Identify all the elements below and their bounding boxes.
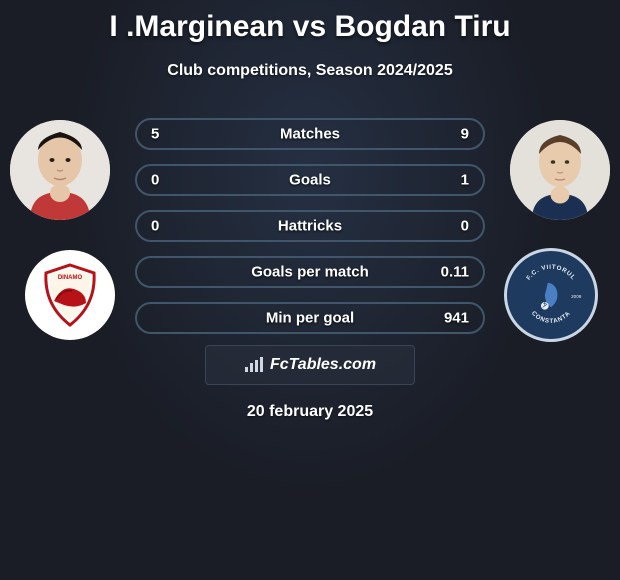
chart-icon: [244, 357, 264, 373]
player-right-avatar: [510, 120, 610, 220]
stat-right-value: 9: [461, 126, 469, 143]
watermark-text: FcTables.com: [270, 356, 376, 374]
player-right-team-badge: F.C. VIITORUL CONSTANTA 2009: [504, 248, 598, 342]
svg-text:DINAMO: DINAMO: [58, 275, 83, 281]
player-left-avatar: [10, 120, 110, 220]
stat-label: Matches: [137, 126, 483, 143]
watermark: FcTables.com: [205, 345, 415, 385]
stat-right-value: 941: [444, 310, 469, 327]
stat-row-hattricks: 0 Hattricks 0: [135, 210, 485, 242]
stat-right-value: 0: [461, 218, 469, 235]
stat-right-value: 1: [461, 172, 469, 189]
svg-text:2009: 2009: [571, 294, 582, 299]
player-left-team-badge: DINAMO: [25, 250, 115, 340]
stat-label: Hattricks: [137, 218, 483, 235]
stat-right-value: 0.11: [441, 264, 469, 281]
stat-row-min-per-goal: Min per goal 941: [135, 302, 485, 334]
stat-row-goals: 0 Goals 1: [135, 164, 485, 196]
comparison-date: 20 february 2025: [0, 403, 620, 421]
stat-row-matches: 5 Matches 9: [135, 118, 485, 150]
subtitle: Club competitions, Season 2024/2025: [0, 62, 620, 80]
stat-label: Goals: [137, 172, 483, 189]
stat-label: Min per goal: [137, 310, 483, 327]
comparison-card: I .Marginean vs Bogdan Tiru Club competi…: [0, 0, 620, 580]
stats-bars: 5 Matches 9 0 Goals 1 0 Hattricks 0 Goal…: [135, 118, 485, 348]
page-title: I .Marginean vs Bogdan Tiru: [0, 0, 620, 44]
stat-row-goals-per-match: Goals per match 0.11: [135, 256, 485, 288]
stat-label: Goals per match: [137, 264, 483, 281]
